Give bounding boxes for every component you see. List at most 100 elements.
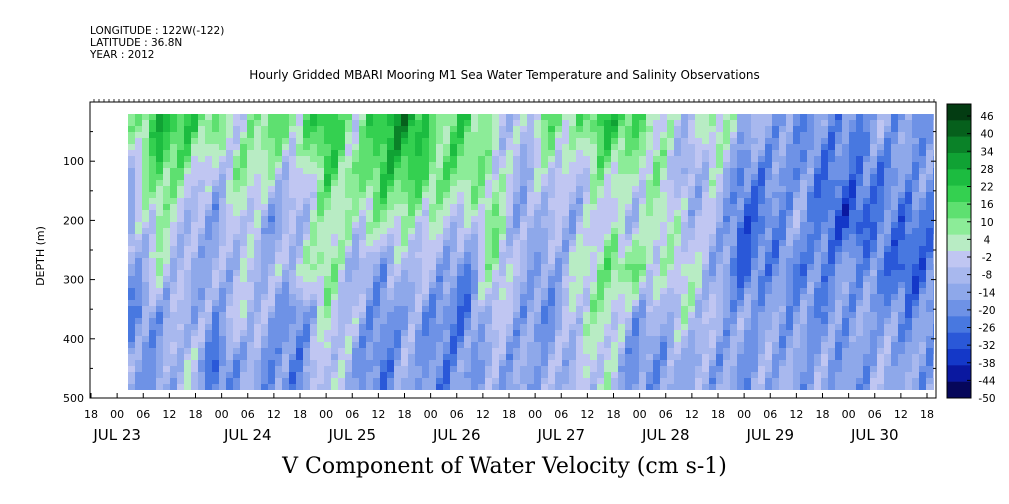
heatmap-cell	[716, 306, 724, 313]
heatmap-cell	[737, 198, 745, 205]
heatmap-cell	[751, 276, 759, 283]
heatmap-cell	[191, 288, 199, 295]
heatmap-cell	[723, 162, 731, 169]
heatmap-cell	[765, 162, 773, 169]
heatmap-cell	[639, 210, 647, 217]
heatmap-cell	[149, 234, 157, 241]
heatmap-cell	[450, 138, 458, 145]
heatmap-cell	[471, 336, 479, 343]
heatmap-cell	[457, 252, 465, 259]
heatmap-cell	[520, 264, 528, 271]
heatmap-cell	[485, 174, 493, 181]
heatmap-cell	[408, 300, 416, 307]
heatmap-cell	[359, 174, 367, 181]
heatmap-cell	[254, 156, 262, 163]
heatmap-cell	[184, 192, 192, 199]
heatmap-cell	[835, 210, 843, 217]
heatmap-cell	[772, 222, 780, 229]
heatmap-cell	[156, 198, 164, 205]
heatmap-cell	[282, 288, 290, 295]
heatmap-cell	[471, 342, 479, 349]
heatmap-cell	[849, 126, 857, 133]
heatmap-cell	[702, 384, 710, 390]
heatmap-cell	[590, 348, 598, 355]
heatmap-cell	[135, 234, 143, 241]
heatmap-cell	[331, 330, 339, 337]
heatmap-cell	[499, 240, 507, 247]
heatmap-cell	[184, 222, 192, 229]
heatmap-cell	[835, 156, 843, 163]
heatmap-cell	[681, 228, 689, 235]
heatmap-cell	[457, 378, 465, 385]
heatmap-cell	[709, 174, 717, 181]
heatmap-cell	[499, 270, 507, 277]
heatmap-cell	[436, 324, 444, 331]
heatmap-cell	[317, 192, 325, 199]
heatmap-cell	[772, 228, 780, 235]
heatmap-cell	[590, 168, 598, 175]
heatmap-cell	[170, 186, 178, 193]
heatmap-cell	[366, 180, 374, 187]
heatmap-cell	[590, 186, 598, 193]
heatmap-cell	[751, 300, 759, 307]
heatmap-cell	[737, 378, 745, 385]
heatmap-cell	[618, 234, 626, 241]
heatmap-cell	[744, 156, 752, 163]
heatmap-cell	[163, 138, 171, 145]
heatmap-cell	[849, 288, 857, 295]
heatmap-cell	[653, 150, 661, 157]
heatmap-cell	[828, 318, 836, 325]
heatmap-cell	[408, 156, 416, 163]
heatmap-cell	[268, 258, 276, 265]
heatmap-cell	[261, 372, 269, 379]
heatmap-cell	[814, 162, 822, 169]
heatmap-cell	[632, 252, 640, 259]
heatmap-cell	[576, 168, 584, 175]
heatmap-cell	[282, 120, 290, 127]
heatmap-cell	[849, 306, 857, 313]
heatmap-cell	[765, 258, 773, 265]
heatmap-cell	[877, 300, 885, 307]
heatmap-cell	[191, 234, 199, 241]
heatmap-cell	[310, 336, 318, 343]
heatmap-cell	[653, 162, 661, 169]
heatmap-cell	[513, 186, 521, 193]
heatmap-cell	[128, 372, 136, 379]
heatmap-cell	[387, 114, 395, 121]
heatmap-cell	[191, 132, 199, 139]
heatmap-cell	[254, 300, 262, 307]
heatmap-cell	[317, 312, 325, 319]
heatmap-cell	[429, 264, 437, 271]
heatmap-cell	[352, 264, 360, 271]
heatmap-cell	[520, 180, 528, 187]
heatmap-cell	[709, 120, 717, 127]
heatmap-cell	[415, 114, 423, 121]
heatmap-cell	[450, 264, 458, 271]
heatmap-cell	[331, 168, 339, 175]
heatmap-cell	[786, 270, 794, 277]
heatmap-cell	[338, 240, 346, 247]
heatmap-cell	[548, 378, 556, 385]
heatmap-cell	[737, 156, 745, 163]
heatmap-cell	[205, 282, 213, 289]
heatmap-cell	[590, 366, 598, 373]
heatmap-cell	[254, 270, 262, 277]
heatmap-cell	[555, 318, 563, 325]
heatmap-cell	[828, 192, 836, 199]
heatmap-cell	[590, 222, 598, 229]
heatmap-cell	[338, 264, 346, 271]
heatmap-cell	[604, 144, 612, 151]
heatmap-cell	[534, 180, 542, 187]
heatmap-cell	[779, 324, 787, 331]
heatmap-cell	[562, 210, 570, 217]
heatmap-cell	[744, 282, 752, 289]
heatmap-cell	[240, 258, 248, 265]
heatmap-cell	[212, 312, 220, 319]
heatmap-cell	[345, 168, 353, 175]
heatmap-cell	[205, 222, 213, 229]
heatmap-cell	[828, 366, 836, 373]
heatmap-cell	[317, 276, 325, 283]
heatmap-cell	[856, 210, 864, 217]
heatmap-cell	[639, 366, 647, 373]
heatmap-cell	[772, 150, 780, 157]
